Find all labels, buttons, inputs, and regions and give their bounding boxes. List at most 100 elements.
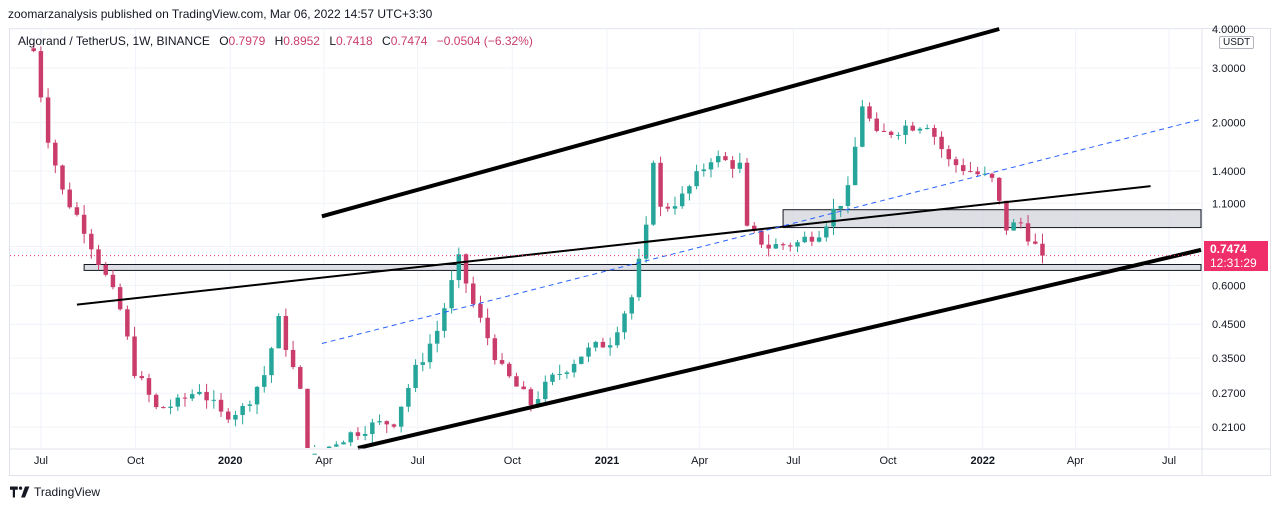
tradingview-brand[interactable]: TradingView [10,485,100,499]
candle-down [730,160,735,169]
candle-down [788,245,793,247]
candle-up [434,330,440,344]
close-value: 0.7474 [390,34,428,48]
candle-up [269,348,274,376]
candle-up [427,343,433,363]
candle-down [1018,222,1024,224]
candle-down [968,171,973,173]
zone-layer [83,209,1202,271]
candle-down [117,287,123,310]
candle-up [398,406,404,427]
candle-up [795,242,800,247]
candle-up [924,127,930,129]
symbol-name[interactable]: Algorand / TetherUS, 1W, BINANCE [18,34,210,48]
candle-down [975,171,980,175]
close-label: C [382,34,391,48]
channel-upper [321,27,1000,219]
time-tick-label: Apr [1067,455,1084,467]
candle-up [607,345,613,348]
price-axis: 4.00003.00002.00001.40001.10000.80000.60… [1212,24,1246,434]
candle-up [622,313,627,333]
candle-down [744,162,750,226]
symbol-legend[interactable]: Algorand / TetherUS, 1W, BINANCE O0.7979… [18,34,533,48]
candle-down [139,376,144,379]
price-tick-label: 0.2100 [1212,422,1246,434]
candle-up [413,364,418,388]
candle-up [326,446,332,448]
candle-down [391,424,397,427]
time-tick-label: Jul [786,455,800,467]
candle-up [824,226,829,238]
candle-up [189,394,195,399]
candle-up [694,171,699,187]
time-tick-label: Apr [315,455,332,467]
candle-up [197,391,202,395]
change-value: −0.0504 (−6.32%) [436,34,533,48]
candle-down [218,399,224,412]
candle-up [737,162,743,169]
support-zone [83,263,1202,271]
candle-up [838,205,843,209]
candle-up [341,442,346,445]
time-tick-label: Oct [880,455,897,467]
time-tick-label: Jul [411,455,425,467]
candle-up [240,405,245,415]
candle-down [499,360,505,364]
candle-down [74,207,80,215]
high-label: H [274,34,284,48]
candle-down [492,338,498,361]
candle-down [384,421,389,425]
candle-up [233,414,238,420]
price-tick-label: 2.0000 [1212,118,1246,130]
bar-countdown: 12:31:29 [1210,256,1257,270]
channel-lower [357,247,1202,450]
candle-down [60,165,65,190]
candle-down [53,142,58,166]
candle-down [874,118,879,131]
candle-up [262,375,267,387]
candle-up [211,399,217,401]
candle-down [110,274,116,288]
candle-up [579,356,584,364]
price-tick-label: 3.0000 [1212,63,1246,75]
candle-up [831,208,836,227]
resistance-zone [782,209,1202,229]
dashed-trendline [321,118,1202,345]
candle-down [867,106,872,119]
candle-up [254,386,260,405]
high-value: 0.8952 [283,34,320,48]
candle-up [557,373,562,375]
candle-up [442,308,447,331]
candle-up [687,186,692,194]
low-value: 0.7418 [336,34,373,48]
time-tick-label: 2022 [971,455,995,467]
currency-unit-button[interactable]: USDT [1219,36,1255,49]
tradingview-logo-icon [10,486,30,498]
candle-down [507,363,512,377]
candle-down [161,407,166,409]
price-tick-label: 0.6000 [1212,280,1246,292]
candle-up [651,162,656,225]
candle-down [182,397,188,399]
candle-down [809,236,815,242]
candle-up [348,432,353,443]
price-tick-label: 1.1000 [1212,198,1246,210]
candle-down [290,349,296,368]
candle-down [103,264,108,275]
candle-down [463,254,469,284]
time-tick-label: 2020 [218,455,242,467]
price-tick-label: 1.4000 [1212,166,1246,178]
candle-up [845,185,851,206]
time-axis: Jul Oct 2020 Apr Jul Oct 2021 Apr Jul Oct 2022 Apr J… [34,455,1176,467]
candle-down [225,411,231,420]
candle-down [485,317,490,339]
candle-down [305,388,310,448]
candle-up [168,406,173,408]
last-price-tag: 0.7474 12:31:29 [1204,241,1268,271]
candle-up [701,169,707,172]
candle-down [125,309,130,337]
candle-up [377,421,382,423]
candle-down [1033,241,1038,244]
candle-up [715,156,721,163]
